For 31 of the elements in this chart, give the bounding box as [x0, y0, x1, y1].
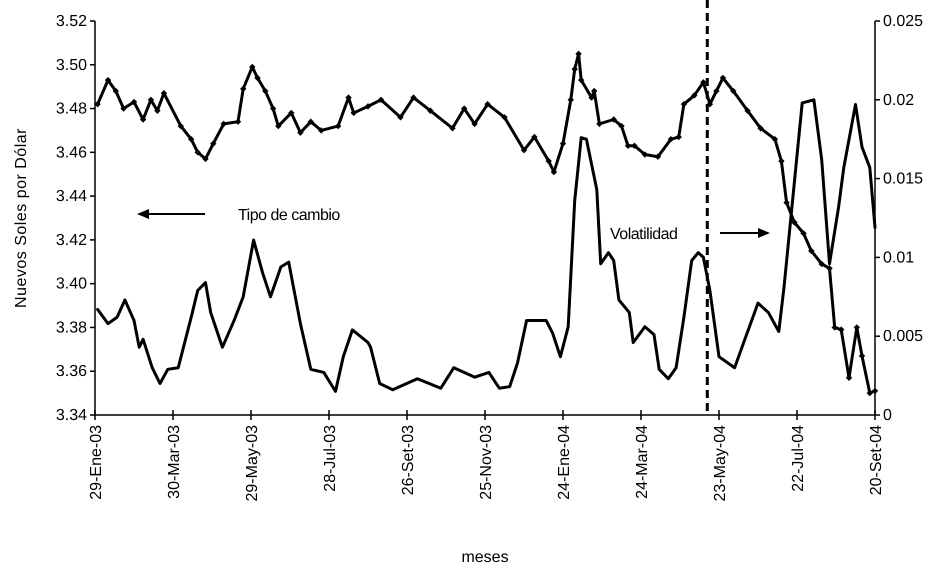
y-tick-label: 3.48: [56, 100, 88, 118]
y-tick-label: 3.50: [56, 56, 88, 74]
x-tick-label: 29-Ene-03: [88, 424, 105, 500]
y-tick-label: 3.42: [56, 232, 88, 249]
y-tick-label: 3.44: [56, 188, 88, 206]
x-tick-label: 28-Jul-03: [322, 424, 339, 492]
y-tick-label: 3.36: [56, 363, 88, 380]
y-tick-label: 3.40: [56, 276, 88, 293]
y2-tick-label: 0.02: [883, 92, 914, 109]
y-tick-label: 3.46: [56, 144, 88, 162]
x-tick-label: 20-Set-04: [868, 424, 885, 496]
x-tick-label: 23-May-04: [712, 424, 729, 502]
x-tick-label: 22-Jul-04: [790, 424, 807, 492]
x-axis-title: meses: [461, 549, 509, 566]
y2-tick-label: 0: [883, 407, 892, 424]
x-tick-label: 24-Mar-04: [634, 424, 651, 499]
x-tick-label: 26-Set-03: [400, 424, 417, 496]
y2-tick-label: 0.025: [883, 13, 924, 30]
y-tick-label: 3.38: [56, 319, 88, 336]
y-axis-title: Nuevos Soles por Dólar: [13, 128, 30, 308]
x-tick-label: 24-Ene-04: [556, 424, 573, 500]
y2-tick-label: 0.01: [883, 249, 914, 266]
x-tick-label: 25-Nov-03: [478, 424, 495, 500]
y-tick-label: 3.52: [56, 13, 88, 30]
series-label: Volatilidad: [610, 226, 678, 243]
y-tick-label: 3.34: [56, 407, 88, 424]
legend-label: Tipo de cambio: [238, 207, 340, 224]
y2-tick-label: 0.005: [883, 328, 924, 346]
y2-tick-label: 0.015: [883, 170, 924, 188]
x-tick-label: 30-Mar-03: [166, 424, 183, 499]
x-tick-label: 29-May-03: [244, 424, 261, 502]
